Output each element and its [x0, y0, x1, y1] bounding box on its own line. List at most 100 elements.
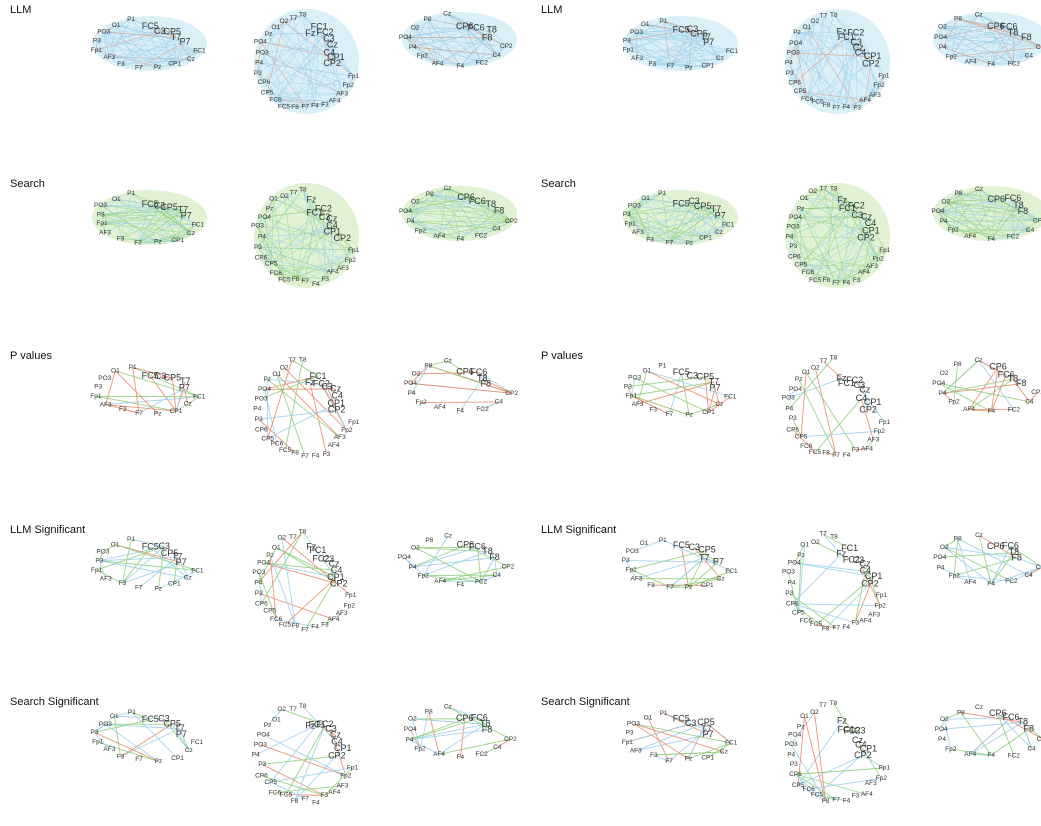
- electrode-label-cp1: CP1: [862, 225, 880, 235]
- electrode-label-t7: T7: [700, 32, 711, 42]
- electrode-label-p4: P4: [407, 218, 415, 225]
- connection-edge: [800, 208, 848, 266]
- connection-edge: [410, 201, 416, 222]
- electrode-label-cp1: CP1: [864, 51, 882, 61]
- connection-edge: [806, 31, 842, 100]
- electrode-label-o2: O2: [810, 709, 819, 716]
- connection-edge: [800, 264, 864, 273]
- connection-edge: [806, 15, 824, 100]
- connection-edge: [990, 728, 1030, 756]
- connection-edge: [405, 187, 448, 212]
- connection-edge: [792, 603, 856, 624]
- connection-edge: [109, 42, 186, 58]
- connection-edge: [1029, 392, 1038, 403]
- connection-edge: [788, 62, 801, 92]
- connection-edge: [823, 188, 871, 224]
- connection-edge: [183, 388, 189, 405]
- electrode-label-cz: Cz: [975, 357, 983, 364]
- connection-edge: [94, 724, 106, 733]
- connection-edge: [822, 533, 850, 550]
- connection-edge: [150, 204, 198, 225]
- electrode-label-cp2: CP2: [328, 404, 346, 414]
- electrode-label-f3: F3: [853, 104, 861, 111]
- connection-edge: [991, 229, 1031, 240]
- connection-edge: [261, 231, 333, 237]
- electrode-label-c3: C3: [853, 555, 865, 565]
- electrode-label-o1: O1: [269, 195, 278, 202]
- electrode-label-af4: AF4: [434, 404, 446, 411]
- connection-edge: [314, 27, 320, 106]
- electrode-label-af4: AF4: [965, 58, 977, 65]
- connection-edge: [841, 32, 847, 108]
- connection-edge: [856, 258, 879, 281]
- electrode-label-fc2: FC2: [846, 375, 863, 385]
- electrode-label-t8: T8: [482, 546, 493, 556]
- electrode-label-f4: F4: [842, 624, 850, 631]
- connection-edge: [940, 37, 1041, 48]
- electrode-label-af3: AF3: [100, 401, 112, 408]
- connection-edge: [263, 14, 304, 83]
- electrode-label-af4: AF4: [861, 446, 873, 453]
- connection-edge: [795, 773, 818, 796]
- connection-edge: [628, 49, 732, 52]
- electrode-label-f7: F7: [301, 453, 309, 460]
- connection-edge: [481, 37, 488, 63]
- electrode-label-t8: T8: [299, 528, 307, 535]
- electrode-label-p3: P3: [91, 729, 99, 736]
- electrode-label-f4: F4: [311, 623, 319, 630]
- connection-edge: [101, 223, 106, 233]
- electrode-label-f4: F4: [312, 281, 320, 288]
- connection-edge: [131, 711, 178, 759]
- electrode-label-o1: O1: [272, 544, 281, 551]
- connection-edge: [788, 593, 837, 629]
- electrode-label-fc5: FC5: [673, 367, 690, 377]
- connection-edge: [179, 728, 190, 751]
- connection-edge: [626, 203, 682, 215]
- electrode-label-o1: O1: [112, 196, 121, 203]
- connection-edge: [978, 189, 992, 240]
- connection-edge: [645, 198, 706, 239]
- electrode-label-f8: F8: [482, 32, 493, 42]
- electrode-label-f8: F8: [1021, 32, 1032, 42]
- electrode-label-p3: P3: [255, 590, 263, 597]
- electrode-label-o1: O1: [112, 22, 121, 29]
- connection-edge: [858, 560, 881, 606]
- electrode-label-f8: F8: [292, 276, 300, 283]
- connection-edge: [314, 93, 343, 107]
- electrode-label-f7: F7: [301, 796, 309, 803]
- electrode-label-p1: P1: [660, 18, 668, 25]
- electrode-label-fc2: FC2: [843, 726, 860, 736]
- electrode-label-p7: P7: [181, 211, 192, 221]
- electrode-label-p4: P4: [937, 564, 945, 571]
- connection-edge: [100, 214, 187, 217]
- electrode-label-t7: T7: [289, 534, 297, 541]
- connection-edge: [626, 192, 663, 215]
- connection-edge: [942, 46, 1029, 56]
- electrode-label-f3: F3: [649, 61, 657, 68]
- connection-edge: [794, 256, 872, 267]
- connection-edge: [1012, 229, 1031, 237]
- connection-edge: [415, 194, 430, 202]
- electrode-label-fc2: FC2: [843, 554, 860, 564]
- connection-edge: [688, 742, 732, 760]
- electrode-label-f3: F3: [321, 276, 329, 283]
- connection-edge: [263, 562, 337, 578]
- electrode-label-f3: F3: [852, 447, 860, 454]
- connection-edge: [96, 31, 160, 51]
- electrode-label-fp1: Fp1: [91, 47, 103, 54]
- connection-edge: [168, 207, 187, 217]
- connection-edge: [324, 231, 333, 280]
- electrode-label-t8: T8: [830, 533, 838, 540]
- connection-edge: [800, 264, 872, 267]
- connection-edge: [636, 32, 689, 68]
- electrode-label-cz: Cz: [975, 704, 983, 711]
- connection-edge: [991, 566, 1041, 585]
- electrode-label-fc2: FC2: [476, 751, 489, 758]
- electrode-label-fp2: Fp2: [345, 257, 357, 264]
- electrode-label-fc1: FC1: [309, 371, 326, 381]
- connection-edge: [159, 205, 183, 211]
- connection-edge: [325, 249, 354, 280]
- connection-edge: [101, 215, 187, 224]
- connection-edge: [806, 27, 837, 109]
- electrode-label-p1: P1: [127, 190, 135, 197]
